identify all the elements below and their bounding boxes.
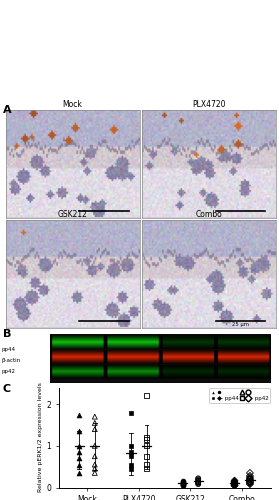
Point xyxy=(232,478,237,486)
Point xyxy=(181,482,185,490)
Point xyxy=(129,452,133,460)
Point xyxy=(93,469,97,477)
Point xyxy=(248,475,252,483)
Text: B: B xyxy=(3,329,11,339)
Point xyxy=(248,476,252,484)
Point xyxy=(196,477,200,485)
Point xyxy=(181,480,185,488)
Point xyxy=(248,478,252,486)
Point xyxy=(232,482,237,490)
Point xyxy=(232,476,237,484)
Text: C: C xyxy=(3,384,11,394)
Y-axis label: Relative pERK1/2 expression levels: Relative pERK1/2 expression levels xyxy=(38,382,43,492)
Point xyxy=(129,408,133,416)
Text: pp44: pp44 xyxy=(1,346,15,352)
Point xyxy=(93,452,97,460)
Point xyxy=(248,477,252,485)
Point xyxy=(129,460,133,468)
Title: PLX4720: PLX4720 xyxy=(193,100,226,109)
Point xyxy=(181,481,185,489)
Text: A: A xyxy=(3,105,11,115)
Point xyxy=(196,474,200,482)
Point xyxy=(248,474,252,482)
Point xyxy=(196,476,200,484)
Point xyxy=(232,478,237,486)
Point xyxy=(232,480,237,488)
Point xyxy=(248,480,252,488)
Point xyxy=(232,480,237,488)
Point xyxy=(144,392,149,400)
Point xyxy=(196,480,200,488)
Point xyxy=(77,469,81,477)
Point xyxy=(129,442,133,450)
Point xyxy=(196,480,200,488)
Title: Combo: Combo xyxy=(196,210,223,219)
Point xyxy=(77,460,81,468)
Point xyxy=(181,478,185,486)
Title: Mock: Mock xyxy=(62,100,83,109)
Point xyxy=(144,465,149,473)
Point xyxy=(93,442,97,450)
Point xyxy=(144,452,149,460)
Title: GSK212: GSK212 xyxy=(57,210,88,219)
Point xyxy=(248,480,252,488)
Text: β-actin: β-actin xyxy=(1,358,21,363)
Point xyxy=(181,478,185,486)
Point xyxy=(144,442,149,450)
Text: 25 μm: 25 μm xyxy=(232,322,249,328)
Point xyxy=(144,460,149,468)
Point xyxy=(232,480,237,488)
Point xyxy=(77,454,81,462)
Point xyxy=(77,410,81,418)
Point xyxy=(93,412,97,420)
Point xyxy=(248,472,252,480)
Point xyxy=(93,419,97,427)
Point xyxy=(144,434,149,442)
Text: pp42: pp42 xyxy=(1,370,15,374)
Point xyxy=(248,469,252,477)
Point xyxy=(248,478,252,486)
Point xyxy=(77,448,81,456)
Point xyxy=(232,481,237,489)
Point xyxy=(181,477,185,485)
Point xyxy=(232,477,237,485)
Point xyxy=(93,425,97,433)
Point xyxy=(196,478,200,486)
Point xyxy=(77,442,81,450)
Point xyxy=(144,436,149,444)
Point xyxy=(248,473,252,481)
Point xyxy=(77,427,81,435)
Legend: , , , - pp44, , , , - pp42: , , , - pp44, , , , - pp42 xyxy=(209,388,270,402)
Point xyxy=(129,448,133,456)
Point xyxy=(196,478,200,486)
Point xyxy=(181,480,185,488)
Point xyxy=(93,460,97,468)
Point xyxy=(196,475,200,483)
Point xyxy=(93,465,97,473)
Point xyxy=(129,465,133,473)
Point xyxy=(181,480,185,488)
